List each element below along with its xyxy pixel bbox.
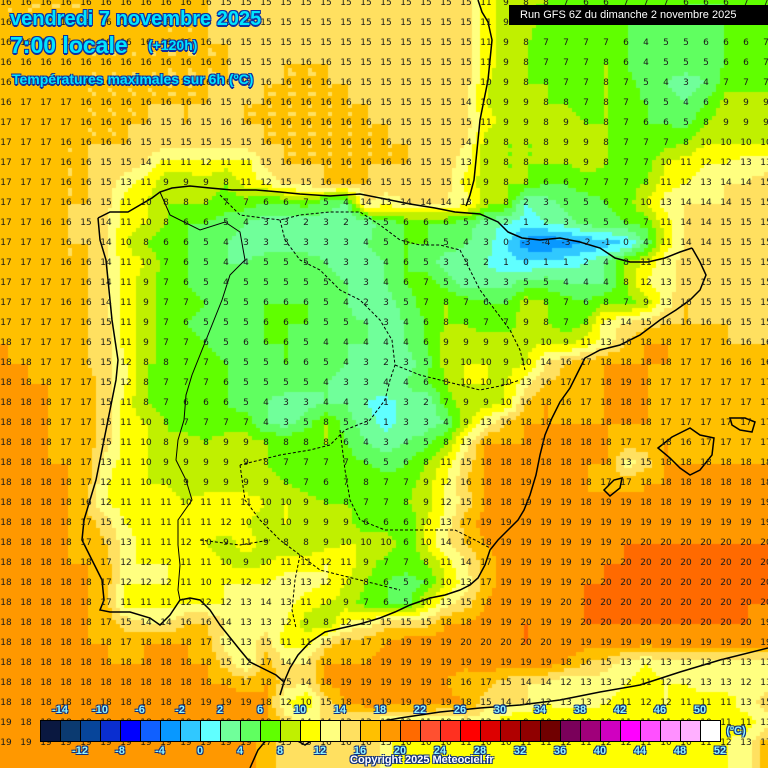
- legend-label: -6: [135, 704, 145, 716]
- legend-swatch: [381, 721, 401, 741]
- legend-label: 46: [653, 704, 667, 716]
- legend-label: 2: [216, 704, 224, 716]
- legend-label: 28: [473, 745, 487, 757]
- legend-swatch: [481, 721, 501, 741]
- legend-label: -2: [175, 704, 185, 716]
- legend-label: -10: [92, 704, 108, 716]
- legend-swatch: [661, 721, 681, 741]
- legend-label: 26: [453, 704, 467, 716]
- legend-label: 24: [433, 745, 447, 757]
- forecast-time: 7:00 locale: [10, 32, 128, 58]
- legend-swatch: [81, 721, 101, 741]
- legend-unit: (ºC): [726, 725, 746, 737]
- legend-label: 8: [276, 745, 284, 757]
- legend-label: 18: [373, 704, 387, 716]
- legend-label: 14: [333, 704, 347, 716]
- legend-label: 40: [593, 745, 607, 757]
- legend-label: 44: [633, 745, 647, 757]
- run-label: Run GFS 6Z du dimanche 2 novembre 2025: [509, 5, 768, 25]
- forecast-lead: (+120h): [148, 37, 198, 53]
- legend-swatch: [441, 721, 461, 741]
- legend-label: 30: [493, 704, 507, 716]
- legend-swatch: [681, 721, 701, 741]
- legend-swatch: [501, 721, 521, 741]
- legend-swatch: [301, 721, 321, 741]
- legend-swatch: [701, 721, 720, 741]
- legend-swatch: [521, 721, 541, 741]
- color-legend: [40, 720, 721, 742]
- legend-swatch: [61, 721, 81, 741]
- legend-label: 12: [313, 745, 327, 757]
- legend-label: -12: [72, 745, 88, 757]
- legend-swatch: [241, 721, 261, 741]
- legend-label: -4: [155, 745, 165, 757]
- legend-label: -8: [115, 745, 125, 757]
- legend-swatch: [541, 721, 561, 741]
- legend-label: 50: [693, 704, 707, 716]
- forecast-date: vendredi 7 novembre 2025: [10, 8, 262, 30]
- legend-swatch: [561, 721, 581, 741]
- legend-swatch: [461, 721, 481, 741]
- copyright: Copyright 2025 Meteociel.fr: [350, 754, 494, 766]
- legend-swatch: [601, 721, 621, 741]
- legend-swatch: [361, 721, 381, 741]
- legend-swatch: [641, 721, 661, 741]
- legend-label: -14: [52, 704, 68, 716]
- legend-label: 10: [293, 704, 307, 716]
- legend-swatch: [41, 721, 61, 741]
- legend-swatch: [161, 721, 181, 741]
- legend-label: 38: [573, 704, 587, 716]
- legend-swatch: [281, 721, 301, 741]
- legend-label: 36: [553, 745, 567, 757]
- legend-label: 34: [533, 704, 547, 716]
- legend-label: 20: [393, 745, 407, 757]
- legend-label: 16: [353, 745, 367, 757]
- legend-swatch: [101, 721, 121, 741]
- legend-swatch: [201, 721, 221, 741]
- legend-swatch: [321, 721, 341, 741]
- legend-swatch: [261, 721, 281, 741]
- legend-swatch: [621, 721, 641, 741]
- legend-label: 42: [613, 704, 627, 716]
- legend-swatch: [341, 721, 361, 741]
- legend-label: 4: [236, 745, 244, 757]
- legend-label: 6: [256, 704, 264, 716]
- legend-swatch: [421, 721, 441, 741]
- legend-swatch: [221, 721, 241, 741]
- legend-label: 0: [196, 745, 204, 757]
- legend-swatch: [121, 721, 141, 741]
- legend-label: 32: [513, 745, 527, 757]
- legend-label: 22: [413, 704, 427, 716]
- variable-title: Températures maximales sur 6h (ºC): [12, 71, 254, 87]
- legend-swatch: [581, 721, 601, 741]
- legend-label: 48: [673, 745, 687, 757]
- legend-swatch: [401, 721, 421, 741]
- legend-swatch: [181, 721, 201, 741]
- legend-swatch: [141, 721, 161, 741]
- legend-label: 52: [713, 745, 727, 757]
